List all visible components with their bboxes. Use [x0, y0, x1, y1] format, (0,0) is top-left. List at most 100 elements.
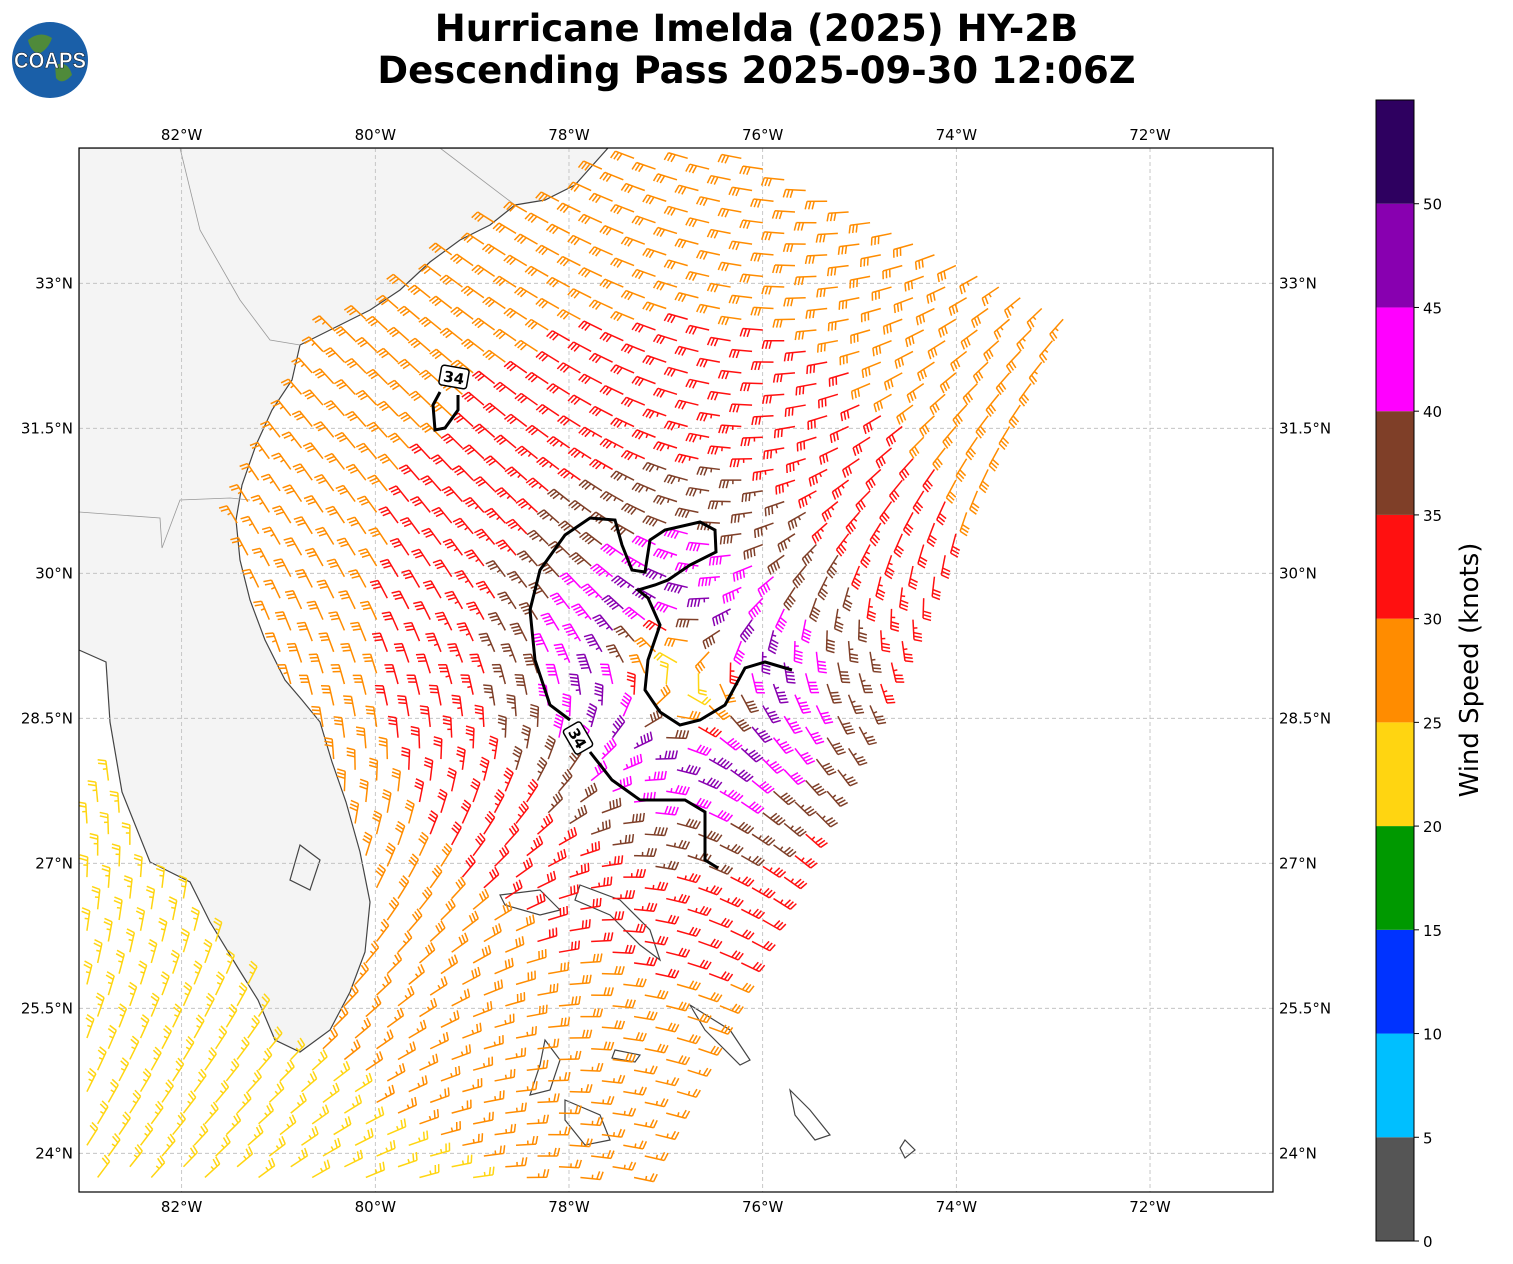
wind-barb — [871, 286, 892, 301]
wind-barb — [917, 544, 928, 569]
wind-barb — [663, 474, 688, 485]
wind-barb — [472, 945, 492, 964]
wind-barb — [442, 538, 464, 556]
wind-barb — [113, 896, 123, 921]
wind-barb — [546, 436, 571, 449]
wind-barb — [365, 368, 388, 385]
wind-barb — [348, 569, 367, 588]
wind-barb — [355, 442, 378, 460]
wind-barb — [270, 399, 292, 417]
wind-barb — [717, 207, 742, 218]
wind-barb — [408, 908, 423, 932]
wind-barb — [696, 357, 721, 368]
wind-barb — [981, 286, 1000, 307]
wind-barb — [318, 632, 335, 653]
wind-barb — [959, 512, 970, 537]
wind-barb — [279, 1059, 295, 1082]
wind-barb — [291, 357, 313, 374]
wind-barb — [408, 1019, 427, 1039]
wind-barb — [472, 888, 490, 910]
wind-barb — [740, 747, 764, 763]
wind-barb — [290, 1092, 307, 1114]
wind-barb — [322, 1027, 339, 1050]
wind-barb — [685, 217, 710, 228]
wind-barb — [652, 334, 678, 345]
wind-barb — [91, 885, 101, 910]
wind-barb — [388, 485, 410, 503]
wind-barb — [775, 608, 788, 633]
wind-barb — [652, 494, 678, 505]
colorbar-bin — [1376, 618, 1414, 723]
wind-barb — [481, 243, 506, 256]
wind-barb — [642, 515, 667, 527]
lon-tick-top: 82°W — [161, 126, 203, 144]
wind-barb — [429, 1087, 450, 1104]
wind-barb — [335, 484, 356, 503]
wind-barb — [249, 441, 270, 460]
wind-barb — [642, 301, 667, 312]
wind-barb — [312, 315, 335, 331]
wind-barb — [685, 324, 710, 335]
colorbar-tick: 10 — [1423, 1026, 1442, 1044]
wind-barb — [655, 914, 680, 925]
colorbar-bin — [1376, 203, 1414, 308]
wind-barb — [323, 736, 335, 760]
wind-barb — [644, 770, 667, 782]
wind-barb — [376, 1029, 394, 1050]
wind-barb — [343, 1039, 361, 1061]
wind-barb — [805, 726, 825, 745]
wind-barb — [155, 864, 166, 888]
wind-barb — [301, 1126, 319, 1146]
wind-barb — [652, 280, 678, 291]
wind-barb — [847, 747, 868, 766]
wind-barb — [93, 939, 103, 964]
wind-barb — [514, 339, 538, 353]
wind-barb — [531, 632, 549, 653]
wind-barb — [514, 673, 528, 695]
wind-barb — [437, 788, 448, 813]
wind-barb — [225, 1112, 242, 1136]
contour-label-34-b: 34 — [438, 364, 470, 390]
wind-barb — [707, 445, 731, 455]
wind-barb — [440, 898, 456, 921]
wind-barb — [750, 198, 774, 208]
wind-barb — [837, 662, 851, 684]
wind-barb — [204, 992, 215, 1017]
wind-barb — [567, 181, 592, 192]
wind-barb — [839, 350, 860, 366]
wind-barb — [750, 361, 774, 371]
wind-barb — [557, 468, 581, 481]
wind-barb — [558, 826, 578, 846]
wind-barb — [139, 1068, 152, 1093]
wind-barb — [385, 842, 396, 867]
wind-barb — [591, 1095, 615, 1105]
colorbar-label: Wind Speed (knots) — [1455, 542, 1485, 798]
wind-barb — [472, 476, 496, 492]
colorbar-tick: 40 — [1423, 403, 1442, 421]
wind-barb — [450, 253, 474, 267]
wind-barb — [485, 559, 506, 578]
wind-barb — [540, 612, 560, 631]
wind-barb — [860, 307, 881, 323]
wind-barb — [633, 1173, 658, 1183]
wind-barb — [612, 1161, 637, 1171]
wind-barb — [343, 1094, 363, 1114]
wind-barb — [323, 400, 345, 417]
wind-barb — [548, 961, 570, 975]
wind-barb — [569, 673, 582, 695]
wind-barb — [826, 737, 846, 756]
wind-barb — [919, 415, 935, 438]
wind-barb — [451, 821, 462, 846]
wind-barb — [773, 425, 796, 439]
colorbar-bin — [1376, 100, 1414, 204]
wind-barb — [719, 789, 744, 802]
wind-barb — [440, 1010, 460, 1028]
wind-barb — [719, 896, 744, 908]
wind-barb — [301, 336, 324, 352]
wind-barb — [526, 1004, 548, 1018]
wind-barb — [546, 383, 571, 395]
wind-barb — [161, 1133, 176, 1157]
wind-barb — [330, 664, 346, 685]
wind-barb — [493, 434, 517, 449]
wind-barb — [794, 694, 812, 714]
